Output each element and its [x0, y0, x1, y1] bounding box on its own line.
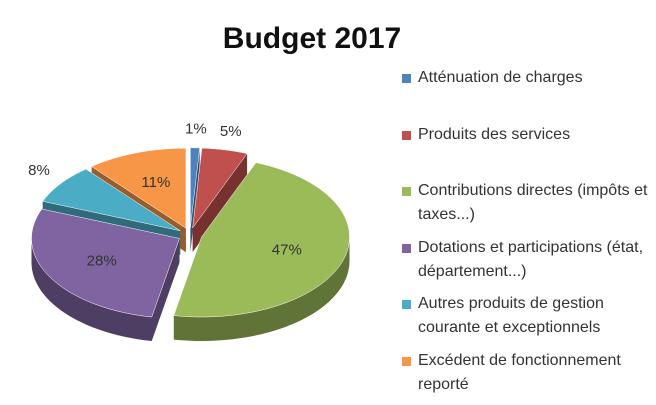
slice — [91, 147, 187, 229]
legend-item: Produits des services — [402, 123, 652, 180]
data-label: 5% — [220, 123, 242, 140]
slice — [190, 147, 200, 228]
data-label: 11% — [141, 174, 170, 191]
chart: Budget 2017 1% 5% 47% 28% 8% 11% — [28, 22, 400, 342]
legend-label: Dotations et participations (état, dépar… — [418, 238, 644, 280]
legend-item: Contributions directes (impôts et taxes.… — [402, 179, 652, 236]
slice — [42, 168, 181, 232]
slice — [192, 147, 248, 229]
legend-item: Excédent de fonctionnement reporté — [402, 349, 652, 405]
legend-item: Dotations et participations (état, dépar… — [402, 236, 652, 293]
legend-swatch — [402, 243, 411, 253]
chart-title: Budget 2017 — [223, 22, 400, 55]
slice — [173, 162, 350, 318]
slice — [31, 208, 180, 318]
legend-label: Autres produits de gestion courante et e… — [418, 295, 604, 336]
legend-label: Excédent de fonctionnement reporté — [418, 351, 621, 393]
legend-swatch — [402, 74, 411, 83]
legend-item: Autres produits de gestion courante et e… — [402, 292, 652, 349]
legend-label: Contributions directes (impôts et taxes.… — [418, 182, 648, 223]
legend-label: Atténuation de charges — [418, 69, 583, 86]
data-label: 28% — [87, 253, 117, 270]
legend-swatch — [402, 300, 411, 309]
data-label: 8% — [28, 162, 50, 179]
data-label: 47% — [272, 241, 302, 258]
legend: Atténuation de charges Produits des servi… — [402, 66, 652, 405]
data-label: 1% — [185, 120, 207, 137]
legend-swatch — [402, 356, 411, 366]
legend-swatch — [402, 187, 411, 196]
legend-swatch — [402, 130, 411, 140]
legend-label: Produits des services — [418, 125, 571, 143]
legend-item: Atténuation de charges — [402, 66, 652, 123]
